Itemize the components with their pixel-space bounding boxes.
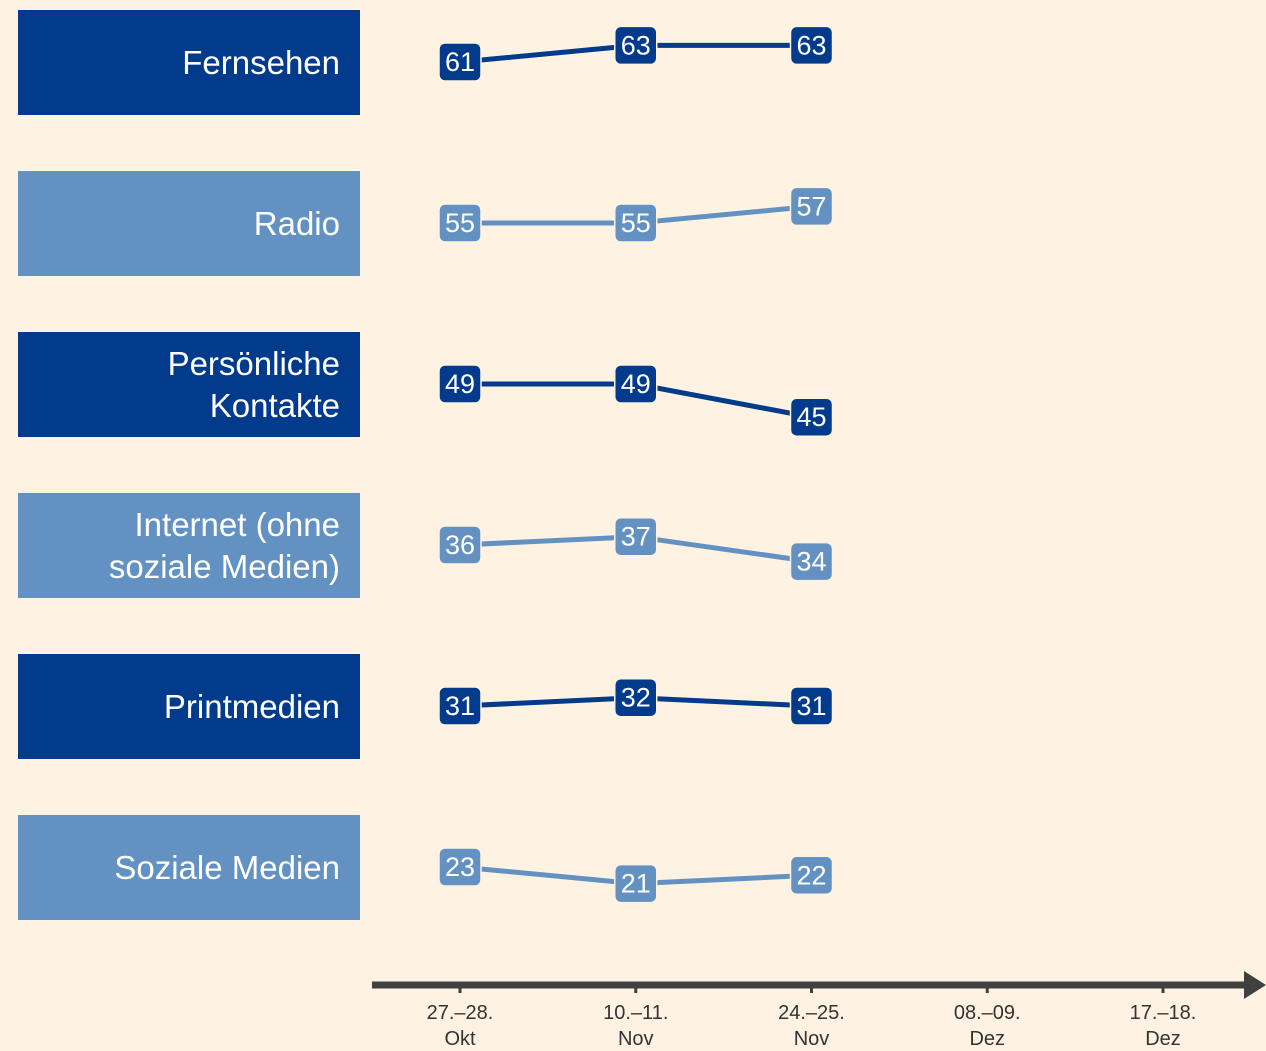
point-marker [438,42,482,82]
point-marker [614,203,658,243]
series-label-box: Fernsehen [18,10,360,115]
point-marker [438,203,482,243]
point-marker [614,863,658,904]
x-tick-label: 10.–11. Nov [603,1002,669,1050]
data-label: 57 [796,191,826,221]
point-marker [789,686,834,726]
series-label: Printmedien [163,687,340,725]
point-marker [789,541,834,582]
series-label: Internet (ohne soziale Medien) [108,505,340,585]
point-marker [789,25,834,66]
data-label: 55 [621,208,651,238]
point-marker [614,677,658,718]
point-marker [438,525,482,565]
point-marker [438,364,482,404]
data-label: 63 [621,30,651,60]
x-tick-label: 24.–25. Nov [778,1002,845,1050]
series-label: Fernsehen [182,43,340,81]
series-label: Soziale Medien [114,848,340,886]
point-marker [614,364,658,404]
series-label-box: Internet (ohne soziale Medien) [18,493,360,598]
data-label: 23 [445,852,475,882]
data-label: 22 [796,860,826,890]
data-label: 32 [621,683,651,713]
x-tick-label: 27.–28. Okt [426,1002,494,1050]
point-marker [438,686,482,726]
series-label-box: Printmedien [18,654,360,759]
x-tick-label: 08.–09. Dez [953,1002,1021,1050]
point-marker [614,516,658,557]
data-label: 49 [621,369,651,399]
data-label: 49 [445,369,475,399]
point-marker [438,847,482,887]
data-label: 21 [621,869,651,899]
data-label: 63 [796,30,826,60]
series-label-box: Persönliche Kontakte [18,332,360,437]
data-label: 45 [796,402,826,432]
data-label: 34 [796,547,826,577]
point-marker [789,397,834,437]
point-marker [789,186,834,227]
data-label: 31 [445,691,475,721]
data-label: 36 [445,530,475,560]
data-label: 37 [621,522,651,552]
axis-arrow [1244,971,1266,999]
x-tick-label: 17.–18. Dez [1129,1002,1197,1050]
series-label: Persönliche Kontakte [167,344,340,424]
point-marker [614,25,658,66]
data-label: 55 [445,208,475,238]
data-label: 31 [796,691,826,721]
data-label: 61 [445,47,475,77]
series-label-box: Radio [18,171,360,276]
series-label: Radio [253,204,340,242]
point-marker [789,855,834,896]
series-label-box: Soziale Medien [18,815,360,920]
